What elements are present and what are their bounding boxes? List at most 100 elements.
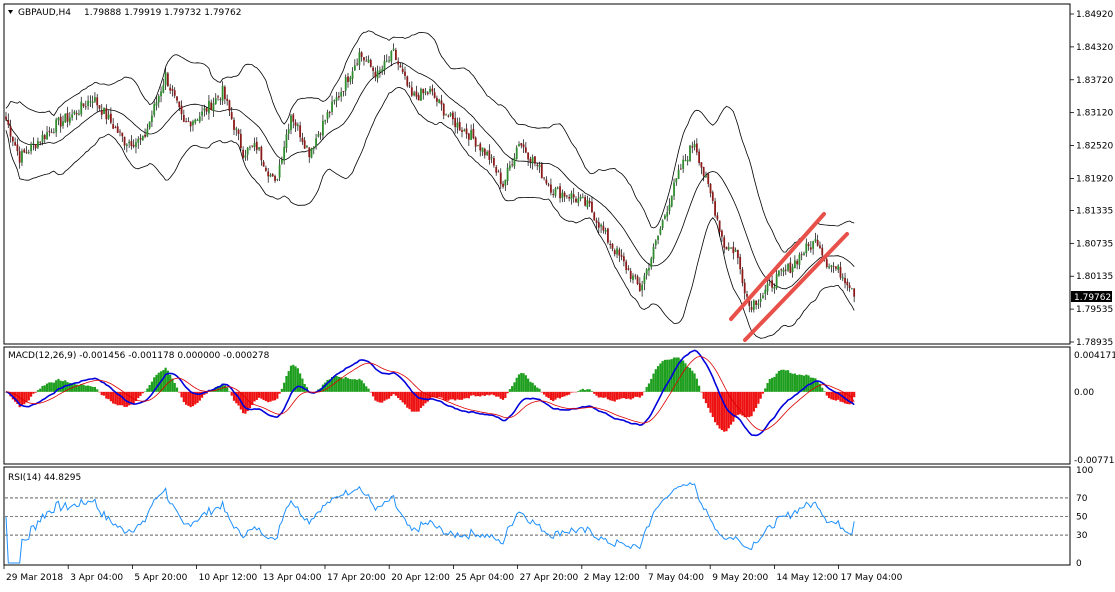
candle-body (602, 225, 605, 231)
candle-body (294, 122, 297, 126)
macd-histogram-bar (303, 384, 306, 392)
time-tick-label: 27 Apr 20:00 (520, 573, 579, 583)
macd-histogram-bar (385, 391, 388, 400)
macd-histogram-bar (638, 391, 641, 398)
macd-histogram-bar (504, 391, 507, 398)
macd-histogram-bar (330, 377, 334, 392)
macd-histogram-bar (289, 365, 293, 392)
macd-histogram-bar (590, 391, 594, 392)
candle-body (426, 92, 429, 94)
symbol-label: GBPAUD,H4 (18, 8, 71, 18)
price-tick-label: 1.81335 (1076, 206, 1113, 216)
candle-body (853, 288, 856, 297)
candle-body (381, 69, 384, 72)
rsi-tick-label: 50 (1076, 513, 1088, 523)
macd-histogram-bar (620, 391, 623, 399)
macd-histogram-bar (853, 391, 856, 398)
candle-body (504, 179, 507, 186)
macd-histogram-bar (246, 391, 249, 412)
candle-body (750, 307, 753, 310)
candle-body (493, 158, 495, 166)
macd-histogram-bar (488, 391, 491, 396)
candle-body (727, 247, 730, 250)
macd-histogram-bar (615, 391, 619, 400)
macd-histogram-bar (508, 389, 511, 392)
macd-histogram-bar (713, 391, 717, 423)
candle-body (534, 156, 536, 164)
macd-histogram-bar (344, 376, 347, 392)
candle-body (520, 143, 523, 146)
candle-body (342, 91, 345, 92)
candle-body (431, 88, 434, 92)
macd-histogram-bar (768, 379, 771, 392)
axis-layer: 1.84920 1.84320 1.83720 1.83120 1.82520 1.819… (3, 10, 1115, 583)
macd-histogram-bar (643, 391, 646, 393)
macd-histogram-bar (599, 391, 603, 398)
macd-histogram-bar (666, 359, 669, 392)
candle-body (524, 147, 527, 153)
candle-body (474, 137, 477, 147)
macd-histogram-bar (586, 389, 589, 392)
channel-upper-line (729, 212, 826, 321)
rsi-panel[interactable] (3, 466, 1071, 566)
macd-histogram-bar (185, 391, 188, 405)
candle-body (575, 198, 577, 202)
macd-histogram-bar (675, 357, 678, 392)
price-tick-label: 1.80735 (1076, 239, 1113, 249)
rsi-label: RSI(14) 44.8295 (8, 473, 81, 483)
macd-histogram-bar (187, 391, 190, 406)
candle-body (447, 115, 450, 117)
candle-body (488, 150, 491, 160)
candle-body (707, 173, 710, 184)
macd-histogram-bar (827, 391, 831, 399)
candle-body (629, 270, 632, 279)
macd-histogram-bar (574, 391, 578, 393)
macd-histogram-bar (11, 391, 14, 400)
candle-body (550, 184, 552, 193)
macd-histogram-bar (415, 391, 418, 412)
macd-histogram-bar (723, 391, 726, 432)
candle-body (269, 174, 272, 177)
macd-histogram-bar (451, 391, 454, 400)
candle-body (479, 143, 482, 151)
macd-histogram-bar (162, 370, 165, 392)
macd-histogram-bar (276, 391, 279, 399)
candle-body (171, 88, 174, 91)
macd-histogram-bar (814, 378, 817, 392)
macd-histogram-bar (278, 391, 281, 394)
macd-histogram-bar (739, 391, 742, 415)
candle-body (472, 128, 475, 139)
macd-main-line (5, 349, 855, 437)
candle-body (290, 115, 292, 130)
macd-panel[interactable] (3, 346, 1071, 465)
candle-body (52, 132, 55, 133)
macd-histogram-bar (82, 384, 85, 392)
candle-body (716, 215, 719, 220)
candle-body (274, 175, 276, 181)
macd-histogram-bar (716, 391, 719, 426)
candle-body (711, 192, 714, 201)
candle-body (778, 270, 780, 276)
candle-body (552, 193, 555, 195)
candle-body (445, 114, 447, 116)
rsi-tick-label: 100 (1076, 466, 1093, 476)
candle-body (166, 73, 169, 86)
price-layer (5, 30, 856, 342)
macd-histogram-bar (362, 383, 366, 392)
macd-histogram-bar (109, 391, 112, 402)
candle-body (265, 167, 267, 171)
candle-body (237, 129, 240, 134)
rsi-tick-label: 30 (1076, 531, 1088, 541)
macd-histogram-bar (175, 387, 179, 392)
candle-body (454, 117, 457, 128)
candle-body (205, 107, 208, 112)
dropdown-triangle-icon[interactable] (8, 10, 13, 14)
macd-tick-label: 0.004171 (1074, 351, 1115, 361)
candle-body (11, 136, 14, 142)
price-panel[interactable] (3, 3, 1071, 345)
candle-body (125, 144, 128, 146)
macd-histogram-bar (463, 391, 466, 399)
macd-histogram-bar (114, 391, 117, 405)
macd-histogram-bar (29, 391, 33, 397)
macd-histogram-bar (116, 391, 119, 406)
